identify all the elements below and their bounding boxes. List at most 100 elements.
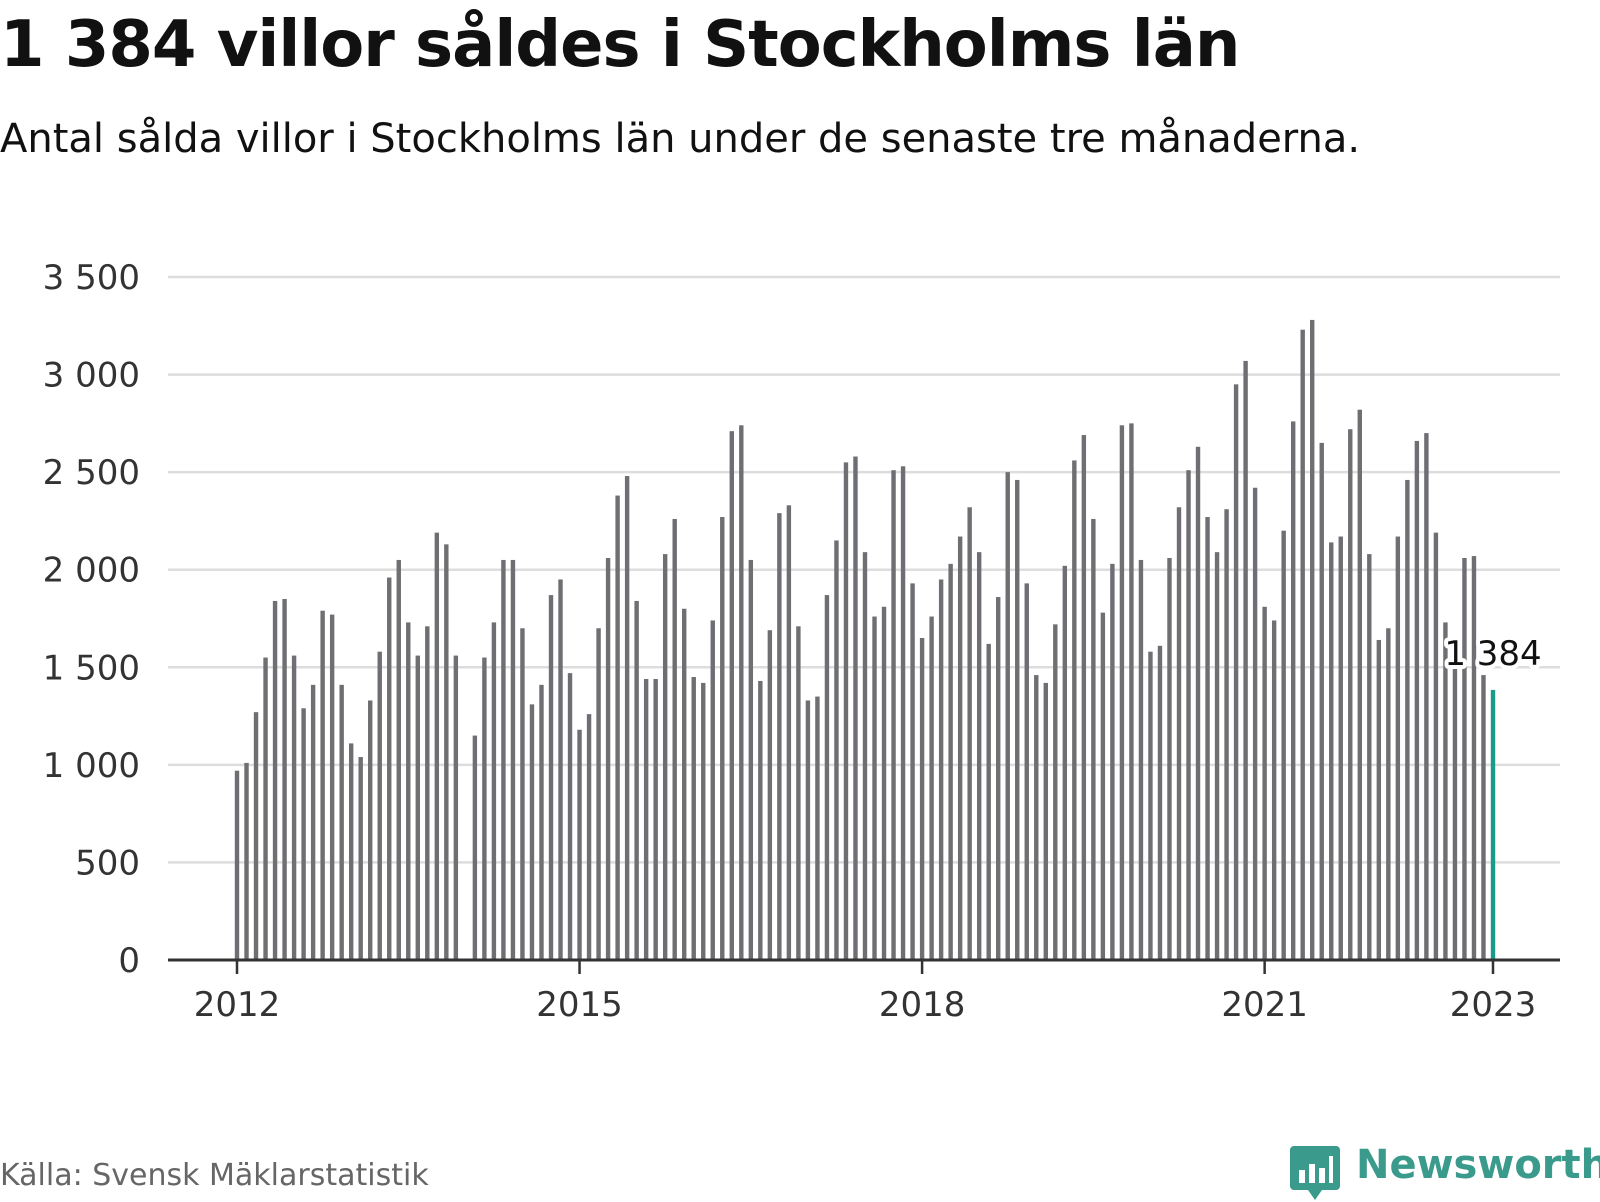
bar — [1167, 558, 1172, 960]
bar — [624, 476, 630, 960]
bar — [1043, 682, 1048, 960]
bar — [605, 558, 611, 960]
bar — [472, 735, 478, 960]
bar — [1129, 423, 1134, 960]
y-tick-label: 0 — [118, 941, 140, 981]
bar — [453, 655, 459, 960]
bar — [1024, 583, 1029, 960]
bar — [482, 657, 487, 960]
bar — [881, 606, 887, 960]
bar — [586, 714, 592, 960]
bar — [1176, 507, 1182, 960]
bar — [1329, 542, 1334, 960]
bar — [777, 513, 782, 960]
bar — [1062, 565, 1068, 960]
bar — [339, 684, 344, 960]
bar — [834, 540, 839, 960]
bar — [1015, 479, 1020, 960]
bar-chart-speech-bubble-icon — [1290, 1146, 1340, 1200]
bar — [329, 614, 335, 960]
bar — [643, 678, 649, 960]
bar — [387, 577, 392, 960]
bar — [539, 684, 544, 960]
bar — [986, 643, 991, 960]
tick-labels: 0 500 1 000 1 500 2 000 2 500 3 000 3 500 1 384 2… — [43, 258, 1546, 1025]
bar — [415, 655, 420, 960]
bar — [596, 628, 601, 960]
bar — [739, 425, 744, 960]
bar — [1157, 645, 1163, 960]
bar — [1443, 622, 1448, 960]
bar — [938, 579, 944, 960]
bar — [444, 544, 449, 960]
bar — [1110, 563, 1115, 960]
bar-highlight — [1490, 689, 1496, 960]
bar — [1119, 425, 1125, 960]
bar — [1195, 446, 1201, 960]
bar — [1262, 606, 1267, 960]
bar — [567, 673, 573, 960]
bar — [1433, 532, 1439, 960]
highlight-value-label: 1 384 — [1444, 634, 1541, 674]
y-tick-label: 3 000 — [43, 356, 140, 396]
bar — [1395, 536, 1401, 960]
bar — [253, 712, 259, 960]
bar — [758, 680, 763, 960]
bar — [1205, 517, 1210, 960]
bar — [615, 495, 620, 960]
bar — [558, 579, 563, 960]
bar — [1290, 421, 1296, 960]
bar — [786, 505, 792, 960]
bar — [1081, 435, 1087, 960]
bar — [919, 638, 925, 960]
bar — [720, 517, 725, 960]
bar — [301, 708, 306, 960]
bar — [291, 655, 297, 960]
y-tick-label: 2 000 — [43, 551, 140, 591]
bar — [1100, 612, 1106, 960]
bar — [843, 462, 849, 960]
bar — [701, 682, 706, 960]
chart-title: 1 384 villor såldes i Stockholms län — [0, 8, 1240, 82]
bar — [672, 518, 677, 960]
bar — [1186, 470, 1191, 960]
bar — [691, 677, 696, 960]
bar — [682, 608, 687, 960]
bar — [976, 552, 982, 960]
bar — [662, 554, 668, 960]
bar — [348, 743, 354, 960]
bar — [520, 628, 525, 960]
bar — [425, 626, 430, 960]
bar — [1424, 433, 1429, 961]
bar — [1091, 518, 1096, 960]
bar — [434, 532, 440, 960]
bar-series — [234, 319, 1496, 961]
bar — [1252, 487, 1258, 960]
source-credit: Källa: Svensk Mäklarstatistik — [0, 1158, 429, 1193]
bar — [1300, 329, 1305, 960]
bar — [1414, 440, 1420, 960]
bar — [1233, 384, 1239, 960]
x-tick-label: 2018 — [879, 985, 966, 1025]
bar — [653, 678, 658, 960]
bar — [501, 559, 506, 960]
bar — [1005, 472, 1010, 960]
bar — [320, 610, 325, 960]
bar — [234, 770, 240, 960]
bar — [1481, 675, 1486, 960]
bar — [377, 651, 382, 960]
bar — [358, 757, 363, 960]
bar — [900, 466, 906, 960]
bar — [710, 620, 715, 960]
bar — [406, 622, 411, 960]
bar — [491, 622, 497, 960]
bar — [824, 595, 830, 960]
bar — [548, 595, 554, 960]
bar — [910, 583, 915, 960]
bar — [796, 626, 801, 960]
bar — [729, 431, 734, 960]
brand-name: Newsworthy — [1356, 1142, 1600, 1188]
bar — [891, 470, 896, 960]
y-tick-label: 2 500 — [43, 453, 140, 493]
bar — [1072, 460, 1077, 960]
